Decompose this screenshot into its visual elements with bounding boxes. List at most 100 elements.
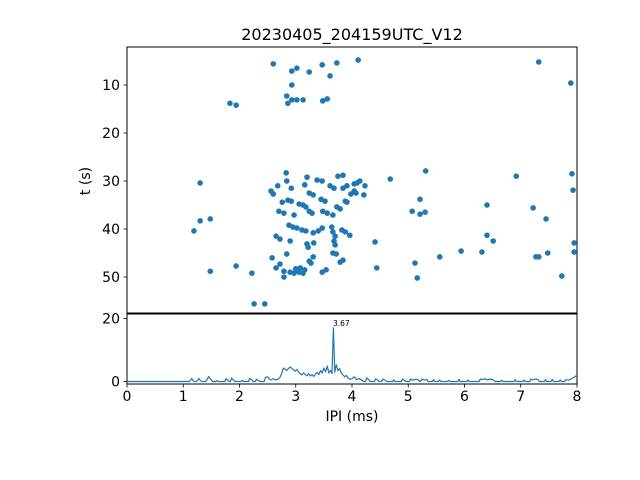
scatter-point xyxy=(337,206,343,212)
scatter-point xyxy=(289,82,295,88)
scatter-point xyxy=(342,229,349,235)
scatter-point xyxy=(319,178,325,184)
scatter-point xyxy=(288,198,295,204)
scatter-point xyxy=(207,216,214,222)
scatter-point xyxy=(191,228,197,234)
scatter-point xyxy=(291,212,297,218)
scatter-point xyxy=(353,190,359,196)
scatter-point xyxy=(458,248,464,254)
scatter-point xyxy=(373,265,380,271)
scatter-point xyxy=(305,244,311,251)
ipi-histogram-line xyxy=(127,327,578,383)
scatter-point xyxy=(571,249,577,255)
scatter-point xyxy=(331,185,337,191)
scatter-point xyxy=(322,198,328,204)
scatter-point xyxy=(304,174,310,180)
scatter-point xyxy=(319,98,326,104)
scatter-point xyxy=(283,178,290,184)
scatter-point xyxy=(513,173,520,179)
scatter-point xyxy=(372,239,378,245)
scatter-point xyxy=(197,180,203,186)
scatter-point xyxy=(324,96,331,102)
x-tick-label: 3 xyxy=(291,389,300,405)
click-scatter-layer xyxy=(191,57,577,307)
x-axis-label: IPI (ms) xyxy=(325,409,378,425)
scatter-point xyxy=(484,232,490,239)
ipi-histogram-layer xyxy=(127,327,578,383)
scatter-point xyxy=(333,251,340,257)
scatter-point xyxy=(346,232,353,239)
scatter-point xyxy=(323,267,329,273)
scatter-point xyxy=(543,216,549,222)
x-tick-label: 2 xyxy=(235,389,244,405)
scatter-point xyxy=(289,97,295,103)
scatter-point xyxy=(332,233,338,239)
scatter-point xyxy=(319,208,326,215)
scatter-point xyxy=(285,100,291,107)
scatter-point xyxy=(479,249,485,255)
scatter-point xyxy=(306,69,313,75)
scatter-point xyxy=(303,204,309,210)
scatter-point xyxy=(357,178,363,184)
scatter-point xyxy=(571,240,577,246)
scatter-point xyxy=(279,199,286,205)
scatter-point xyxy=(344,199,350,205)
scatter-point xyxy=(289,68,295,74)
scatter-point xyxy=(330,229,336,235)
scatter-point xyxy=(417,211,423,217)
scatter-point xyxy=(340,257,346,264)
x-tick-label: 0 xyxy=(123,389,132,405)
scatter-point xyxy=(324,210,331,216)
scatter-point xyxy=(297,265,304,271)
scatter-point xyxy=(270,191,277,197)
scatter-point xyxy=(335,173,341,179)
scatter-point xyxy=(281,274,287,280)
y-tick-label: 40 xyxy=(102,222,120,238)
scatter-point xyxy=(319,62,325,68)
scatter-point xyxy=(309,210,315,216)
scatter-point xyxy=(334,60,340,66)
scatter-point xyxy=(417,196,423,203)
scatter-point xyxy=(283,93,290,99)
x-tick-label: 1 xyxy=(179,389,188,405)
scatter-point xyxy=(277,236,283,242)
scatter-point xyxy=(568,80,574,86)
scatter-point xyxy=(262,301,268,307)
scatter-point xyxy=(301,267,308,273)
scatter-point xyxy=(570,187,576,193)
scatter-point xyxy=(310,254,316,260)
scatter-point xyxy=(283,251,290,257)
scatter-point xyxy=(559,273,565,279)
x-tick-label: 7 xyxy=(516,389,525,405)
x-tick-label: 4 xyxy=(348,389,357,405)
scatter-point xyxy=(287,238,293,244)
y-tick-label: 20 xyxy=(102,312,120,328)
scatter-point xyxy=(294,97,300,103)
axes-layer: 10 20 30 40 50 0 20 0 1 2 3 4 5 6 7 8 xyxy=(102,46,582,405)
scatter-point xyxy=(207,268,214,275)
scatter-point xyxy=(361,192,367,198)
scatter-point xyxy=(281,210,287,216)
scatter-point xyxy=(314,177,320,183)
scatter-point xyxy=(362,183,368,189)
y-tick-label: 0 xyxy=(111,375,120,391)
y-axis-label: t (s) xyxy=(78,167,94,195)
scatter-point xyxy=(283,170,289,176)
scatter-point xyxy=(327,73,333,79)
peak-annotation: 3.67 xyxy=(333,319,350,328)
scatter-point xyxy=(569,171,575,177)
y-tick-label: 50 xyxy=(102,270,120,286)
scatter-point xyxy=(436,254,443,260)
scatter-point xyxy=(310,240,317,246)
scatter-point xyxy=(330,212,336,218)
x-tick-label: 6 xyxy=(460,389,469,405)
scatter-point xyxy=(319,225,325,231)
scatter-point xyxy=(387,176,394,182)
scatter-panel-border xyxy=(126,46,578,314)
scatter-point xyxy=(251,301,257,307)
x-tick-label: 8 xyxy=(573,389,582,405)
y-tick-label: 10 xyxy=(102,78,120,94)
scatter-point xyxy=(249,270,255,276)
